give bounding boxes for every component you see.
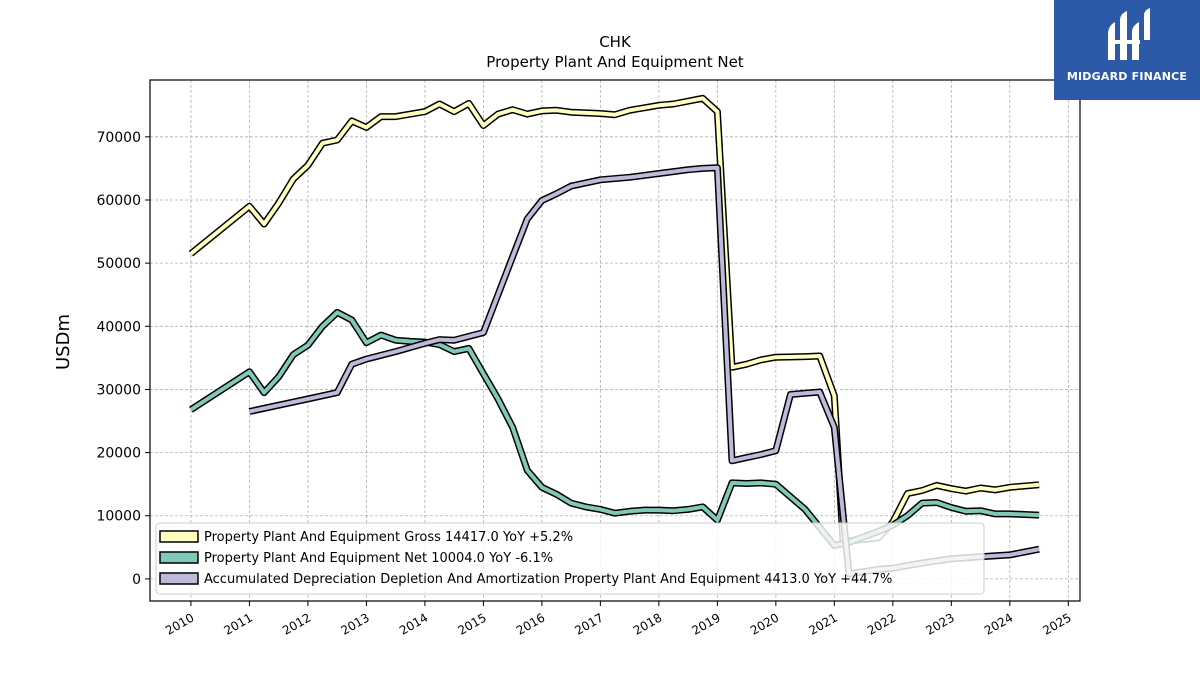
x-tick-label: 2020 xyxy=(748,610,781,637)
legend-swatch xyxy=(159,551,199,564)
y-axis-label: USDm xyxy=(53,314,74,370)
series-1-line xyxy=(188,94,1040,546)
series-2-line xyxy=(188,308,1040,549)
midgard-finance-logo-icon xyxy=(1108,8,1150,60)
legend-item-label: Property Plant And Equipment Net 10004.0… xyxy=(204,551,553,566)
x-tick-label: 2023 xyxy=(923,610,956,637)
legend-item-label: Accumulated Depreciation Depletion And A… xyxy=(204,572,892,587)
y-tick-label: 40000 xyxy=(96,319,141,335)
x-tick-label: 2018 xyxy=(631,610,664,637)
y-tick-label: 20000 xyxy=(96,446,141,462)
plot-frame xyxy=(149,79,1081,602)
legend-swatch xyxy=(159,530,199,543)
series-outline xyxy=(188,94,1040,546)
brand-name: MIDGARD FINANCE xyxy=(1066,70,1188,83)
x-tick-label: 2022 xyxy=(865,610,898,637)
y-tick-label: 50000 xyxy=(96,256,141,272)
brand-logo: MIDGARD FINANCE xyxy=(1054,0,1200,100)
legend-box xyxy=(155,522,985,595)
x-tick-label: 2025 xyxy=(1040,610,1073,637)
x-tick-label: 2013 xyxy=(338,610,371,637)
series-lines xyxy=(188,94,1040,578)
x-tick-label: 2021 xyxy=(806,610,839,637)
y-tick-label: 10000 xyxy=(96,509,141,525)
y-tick-label: 0 xyxy=(132,572,141,588)
legend-item-label: Property Plant And Equipment Gross 14417… xyxy=(204,530,573,545)
x-tick-label: 2010 xyxy=(163,610,196,637)
legend: Property Plant And Equipment Gross 14417… xyxy=(155,522,985,595)
x-tick-label: 2017 xyxy=(572,610,605,637)
x-tick-label: 2019 xyxy=(689,610,722,637)
y-tick-label: 70000 xyxy=(96,130,141,146)
y-tick-label: 60000 xyxy=(96,193,141,209)
series-stroke xyxy=(189,310,1040,548)
x-tick-label: 2014 xyxy=(397,610,430,637)
chart-title: CHK xyxy=(599,33,632,51)
x-tick-label: 2012 xyxy=(280,610,313,637)
chart-subtitle: Property Plant And Equipment Net xyxy=(486,53,743,71)
x-tick-label: 2024 xyxy=(982,610,1015,637)
y-tick-label: 30000 xyxy=(96,382,141,398)
x-tick-label: 2011 xyxy=(221,610,254,637)
legend-swatch xyxy=(159,572,199,585)
series-stroke xyxy=(189,96,1040,545)
x-tick-label: 2016 xyxy=(514,610,547,637)
x-tick-label: 2015 xyxy=(455,610,488,637)
